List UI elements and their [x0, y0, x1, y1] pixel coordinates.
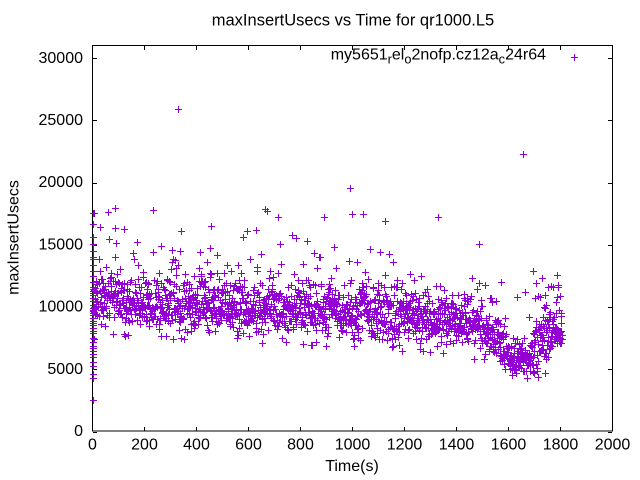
svg-text:1600: 1600: [491, 437, 527, 454]
svg-text:800: 800: [287, 437, 314, 454]
svg-text:30000: 30000: [39, 50, 84, 67]
svg-text:Time(s): Time(s): [325, 458, 379, 475]
svg-text:0: 0: [74, 423, 83, 440]
svg-text:maxInsertUsecs vs Time for qr1: maxInsertUsecs vs Time for qr1000.L5: [212, 12, 494, 30]
svg-text:10000: 10000: [39, 299, 84, 316]
svg-text:20000: 20000: [39, 174, 84, 191]
svg-text:1800: 1800: [543, 437, 579, 454]
svg-text:200: 200: [131, 437, 158, 454]
svg-text:1000: 1000: [335, 437, 371, 454]
svg-text:5000: 5000: [47, 361, 83, 378]
svg-text:2000: 2000: [595, 437, 631, 454]
svg-text:my5651relo2nofp.cz12ac24r64: my5651relo2nofp.cz12ac24r64: [331, 47, 546, 67]
svg-text:25000: 25000: [39, 112, 84, 129]
svg-text:1400: 1400: [439, 437, 475, 454]
svg-text:600: 600: [235, 437, 262, 454]
svg-text:1200: 1200: [387, 437, 423, 454]
svg-text:maxInsertUsecs: maxInsertUsecs: [6, 180, 23, 295]
svg-text:15000: 15000: [39, 236, 84, 253]
svg-text:400: 400: [183, 437, 210, 454]
svg-text:0: 0: [88, 437, 97, 454]
